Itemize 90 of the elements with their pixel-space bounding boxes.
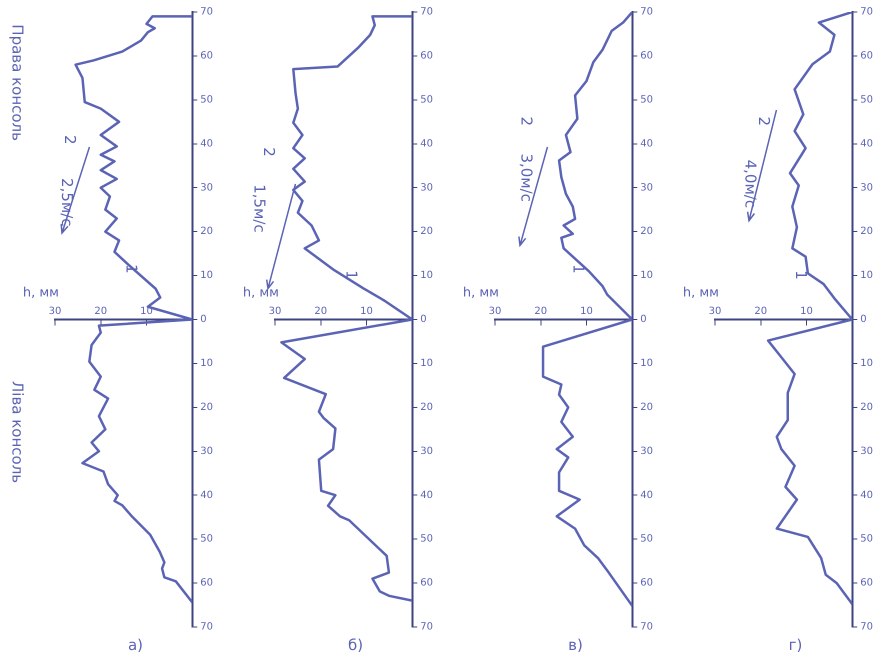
y-tick-label: 10 <box>200 358 214 370</box>
annotation: 3,0м/с <box>517 153 536 202</box>
x-tick-label: 20 <box>94 306 108 318</box>
annotation: 2 <box>60 135 79 145</box>
annotation: 2 <box>260 147 278 157</box>
y-tick-label: 60 <box>640 578 654 589</box>
x-axis-title: h, мм <box>462 285 499 300</box>
text: 1,5м/с <box>250 184 269 233</box>
x-tick-label: 30 <box>48 306 62 318</box>
y-tick-label: 50 <box>420 534 434 545</box>
y-tick-label: 10 <box>640 270 654 282</box>
y-tick-label: 10 <box>860 270 874 282</box>
y-tick-label: 50 <box>860 94 874 106</box>
text: Ліва консоль <box>8 381 27 484</box>
y-tick-label: 70 <box>860 6 874 18</box>
text: г) <box>788 636 802 654</box>
y-tick-label: 30 <box>420 182 434 194</box>
x-axis-title: h, мм <box>682 285 719 300</box>
x-tick-label: 20 <box>754 306 768 318</box>
y-tick-label: 30 <box>860 182 874 194</box>
y-tick-label: 60 <box>200 50 214 62</box>
y-tick-label: 50 <box>860 534 874 545</box>
y-tick-label: 70 <box>200 6 214 18</box>
y-tick-label: 40 <box>420 138 434 150</box>
y-tick-label: 30 <box>860 446 874 457</box>
annotation: 4,0м/с <box>741 160 760 208</box>
y-tick-label: 10 <box>420 358 434 370</box>
y-tick-label: 20 <box>640 226 654 238</box>
y-tick-label: 70 <box>640 622 654 633</box>
y-tick-label: 60 <box>420 50 434 62</box>
x-tick-label: 10 <box>360 306 373 318</box>
x-axis-title: h, мм <box>22 285 59 300</box>
y-tick-label: 70 <box>420 6 434 18</box>
y-tick-label: 30 <box>200 446 214 457</box>
y-tick-label: 10 <box>640 358 654 370</box>
y-tick-label: 70 <box>860 622 874 633</box>
y-tick-label: 20 <box>860 226 874 238</box>
y-tick-label: 20 <box>200 226 214 238</box>
y-tick-label: 50 <box>420 94 434 106</box>
y-tick-label: 40 <box>420 490 434 501</box>
y-tick-label: 60 <box>860 50 874 62</box>
annotation: 1 <box>792 270 810 280</box>
annotation: 2 <box>517 116 536 126</box>
y-tick-label: 70 <box>420 622 434 633</box>
y-tick-label: 40 <box>860 490 874 501</box>
x-tick-label: 30 <box>268 306 282 318</box>
y-tick-label: 20 <box>640 402 654 413</box>
y-tick-label: 40 <box>860 138 874 150</box>
x-tick-label: 10 <box>800 306 813 318</box>
y-tick-label: 30 <box>640 446 654 457</box>
text: а) <box>128 636 144 654</box>
y-tick-label: 60 <box>200 578 214 589</box>
x-tick-label: 10 <box>580 306 593 318</box>
y-tick-label: 10 <box>200 270 214 282</box>
text: в) <box>568 636 583 654</box>
y-tick-label: 20 <box>200 402 214 413</box>
y-tick-label: 50 <box>200 534 214 545</box>
x-tick-label: 20 <box>534 306 548 318</box>
y-tick-label: 50 <box>640 534 654 545</box>
y-tick-label: 60 <box>640 50 654 62</box>
y-tick-label: 30 <box>200 182 214 194</box>
y-tick-label: 70 <box>200 622 214 633</box>
y-tick-label: 0 <box>860 314 867 326</box>
y-tick-label: 40 <box>200 138 214 150</box>
y-tick-label: 20 <box>420 402 434 413</box>
x-tick-label: 20 <box>314 306 328 318</box>
y-tick-label: 50 <box>200 94 214 106</box>
y-tick-label: 30 <box>420 446 434 457</box>
y-tick-label: 30 <box>640 182 654 194</box>
y-tick-label: 60 <box>860 578 874 589</box>
y-tick-label: 10 <box>420 270 434 282</box>
y-tick-label: 40 <box>200 490 214 501</box>
y-tick-label: 40 <box>640 138 654 150</box>
x-tick-label: 30 <box>488 306 502 318</box>
y-tick-label: 60 <box>420 578 434 589</box>
annotation: 2 <box>755 116 774 126</box>
y-tick-label: 20 <box>420 226 434 238</box>
y-tick-label: 0 <box>420 314 427 326</box>
y-tick-label: 0 <box>640 314 647 326</box>
y-tick-label: 40 <box>640 490 654 501</box>
y-tick-label: 10 <box>860 358 874 370</box>
y-tick-label: 50 <box>640 94 654 106</box>
y-tick-label: 20 <box>860 402 874 413</box>
y-tick-label: 0 <box>200 314 207 326</box>
x-axis-title: h, мм <box>242 285 279 300</box>
annotation: 2,5м/с <box>58 178 76 227</box>
y-tick-label: 70 <box>640 6 654 18</box>
x-tick-label: 30 <box>708 306 722 318</box>
text: Права консоль <box>8 24 27 142</box>
text: б) <box>348 636 364 654</box>
